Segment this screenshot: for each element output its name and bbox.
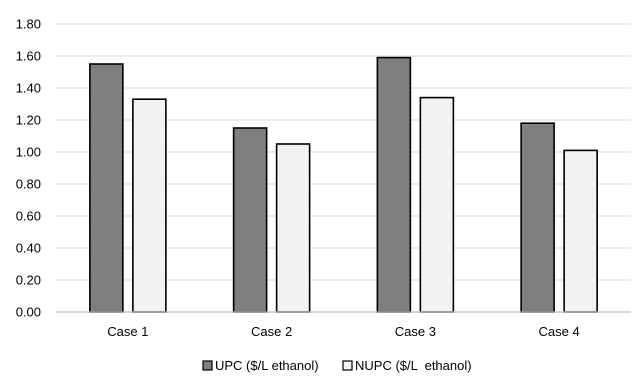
y-tick-label: 0.00 [16,305,41,320]
y-tick-label: 1.00 [16,145,41,160]
y-tick-label: 0.60 [16,209,41,224]
y-tick-label: 0.40 [16,241,41,256]
y-tick-label: 0.20 [16,273,41,288]
y-tick-label: 1.40 [16,81,41,96]
x-tick-label: Case 2 [251,324,292,339]
bar-series-1-case-4 [563,149,598,313]
bar-series-0-case-2 [232,127,268,313]
x-tick-label: Case 1 [107,324,148,339]
legend-label-0: UPC ($/L ethanol) [215,358,319,373]
y-tick-label: 1.60 [16,49,41,64]
bar-series-1-case-2 [275,143,311,313]
x-tick-label: Case 4 [539,324,580,339]
y-tick-label: 0.80 [16,177,41,192]
legend-swatch-0 [202,360,213,371]
y-tick-label: 1.20 [16,113,41,128]
bars [89,56,598,313]
legend: UPC ($/L ethanol) NUPC ($/L ethanol) [202,358,472,373]
bar-series-1-case-1 [132,98,167,313]
x-axis-tick-labels: Case 1 Case 2 Case 3 Case 4 [107,324,579,339]
bar-series-0-case-4 [520,122,555,313]
bar-series-0-case-3 [376,56,412,313]
y-tick-label: 1.80 [16,17,41,32]
y-axis-tick-labels: 0.00 0.20 0.40 0.60 0.80 1.00 1.20 1.40 1.60 1.80 [16,17,41,320]
legend-label-1: NUPC ($/L ethanol) [355,358,472,373]
bar-series-1-case-3 [419,96,455,313]
x-tick-label: Case 3 [395,324,436,339]
legend-swatch-1 [342,360,353,371]
bar-series-0-case-1 [89,63,124,313]
